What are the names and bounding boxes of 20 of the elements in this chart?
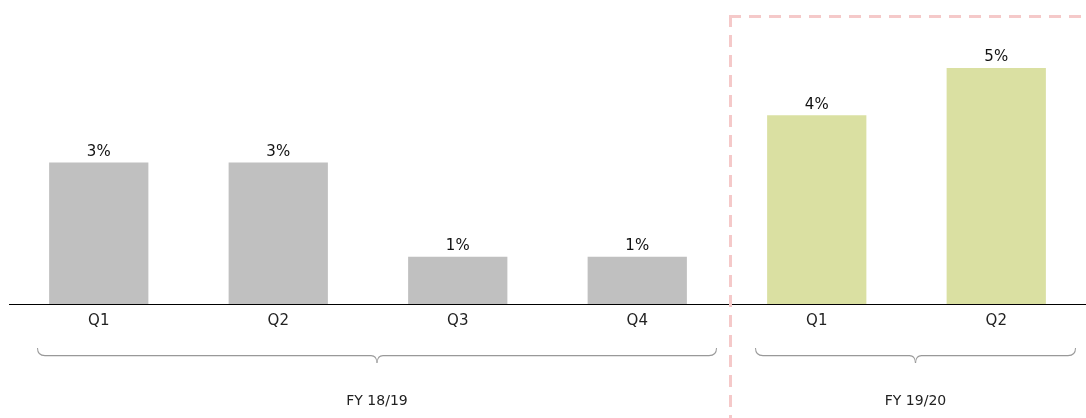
bar [49,162,149,304]
data-label: 1% [445,236,470,255]
x-tick-label: Q2 [267,310,289,329]
x-tick-label: Q1 [806,310,828,329]
data-label: 4% [804,94,829,113]
bar [228,162,328,304]
bar [587,256,687,304]
bar [767,115,867,304]
text: FY 18/19 [346,392,408,408]
text: FY 19/20 [884,392,947,408]
data-label: 5% [984,47,1009,66]
x-tick-label: Q1 [88,310,110,329]
data-label: 1% [625,236,650,255]
bar [946,68,1046,304]
data-label: 3% [266,141,291,160]
bar [408,256,508,304]
data-label: 3% [86,141,111,160]
x-tick-label: Q2 [985,310,1007,329]
x-tick-label: Q3 [447,310,469,329]
x-tick-label: Q4 [626,310,648,329]
